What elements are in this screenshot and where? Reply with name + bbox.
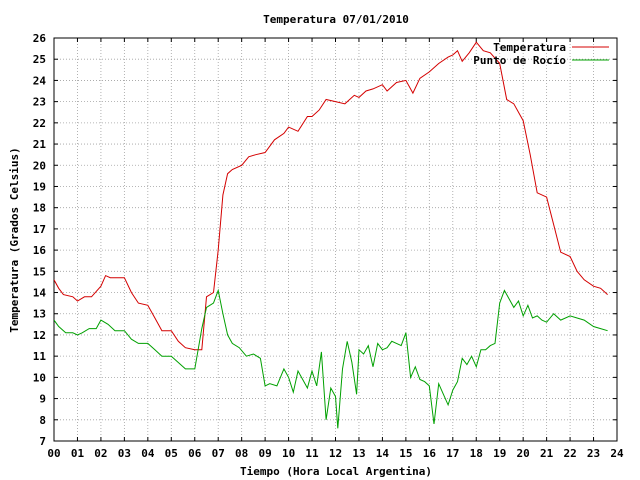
series-line-temperatura bbox=[54, 41, 608, 351]
x-tick-label: 02 bbox=[94, 447, 107, 460]
x-axis: 00 01 02 03 04 05 06 07 08 09 10 11 12 13 14 15 16 17 18 19… bbox=[47, 38, 624, 460]
grid bbox=[54, 38, 617, 441]
series-line-punto-de-rocio bbox=[54, 288, 608, 429]
x-tick-label: 00 bbox=[47, 447, 60, 460]
x-axis-label: Tiempo (Hora Local Argentina) bbox=[240, 465, 432, 478]
y-tick-label: 25 bbox=[33, 53, 46, 66]
x-tick-label: 05 bbox=[165, 447, 178, 460]
y-tick-label: 23 bbox=[33, 96, 46, 109]
x-tick-label: 24 bbox=[610, 447, 624, 460]
x-tick-label: 07 bbox=[212, 447, 225, 460]
y-axis-label: Temperatura (Grados Celsius) bbox=[8, 147, 21, 332]
y-tick-label: 13 bbox=[33, 308, 46, 321]
x-tick-label: 13 bbox=[352, 447, 365, 460]
y-tick-label: 12 bbox=[33, 329, 46, 342]
x-tick-label: 10 bbox=[282, 447, 295, 460]
x-tick-label: 18 bbox=[470, 447, 483, 460]
x-tick-label: 06 bbox=[188, 447, 202, 460]
chart-title: Temperatura 07/01/2010 bbox=[263, 13, 409, 26]
y-tick-label: 15 bbox=[33, 265, 46, 278]
x-tick-label: 22 bbox=[563, 447, 576, 460]
x-tick-label: 01 bbox=[71, 447, 85, 460]
x-tick-label: 17 bbox=[446, 447, 459, 460]
y-tick-label: 18 bbox=[33, 202, 46, 215]
y-tick-label: 7 bbox=[39, 435, 46, 448]
y-tick-label: 26 bbox=[33, 32, 47, 45]
x-tick-label: 11 bbox=[305, 447, 319, 460]
y-tick-label: 19 bbox=[33, 180, 46, 193]
series-group bbox=[54, 41, 608, 429]
x-tick-label: 08 bbox=[235, 447, 248, 460]
y-tick-label: 10 bbox=[33, 371, 46, 384]
y-tick-label: 17 bbox=[33, 223, 46, 236]
x-tick-label: 09 bbox=[259, 447, 272, 460]
y-axis: 7 8 9 10 11 12 13 14 15 16 17 18 19 20 21 22 23 24 25 26 bbox=[33, 32, 617, 448]
x-tick-label: 23 bbox=[587, 447, 600, 460]
y-tick-label: 16 bbox=[33, 244, 47, 257]
x-tick-label: 16 bbox=[423, 447, 437, 460]
y-tick-label: 22 bbox=[33, 117, 46, 130]
y-tick-label: 11 bbox=[33, 350, 47, 363]
x-tick-label: 14 bbox=[376, 447, 390, 460]
x-tick-label: 19 bbox=[493, 447, 506, 460]
x-tick-label: 04 bbox=[141, 447, 155, 460]
y-tick-label: 24 bbox=[33, 74, 47, 87]
y-tick-label: 9 bbox=[39, 393, 46, 406]
y-tick-label: 20 bbox=[33, 159, 46, 172]
y-tick-label: 14 bbox=[33, 287, 47, 300]
legend-label: Punto de Rocío bbox=[473, 54, 566, 67]
x-tick-label: 03 bbox=[118, 447, 131, 460]
y-tick-label: 21 bbox=[33, 138, 47, 151]
x-tick-label: 15 bbox=[399, 447, 412, 460]
x-tick-label: 21 bbox=[540, 447, 554, 460]
x-tick-label: 20 bbox=[517, 447, 530, 460]
legend-label: Temperatura bbox=[493, 41, 566, 54]
y-tick-label: 8 bbox=[39, 414, 46, 427]
x-tick-label: 12 bbox=[329, 447, 342, 460]
